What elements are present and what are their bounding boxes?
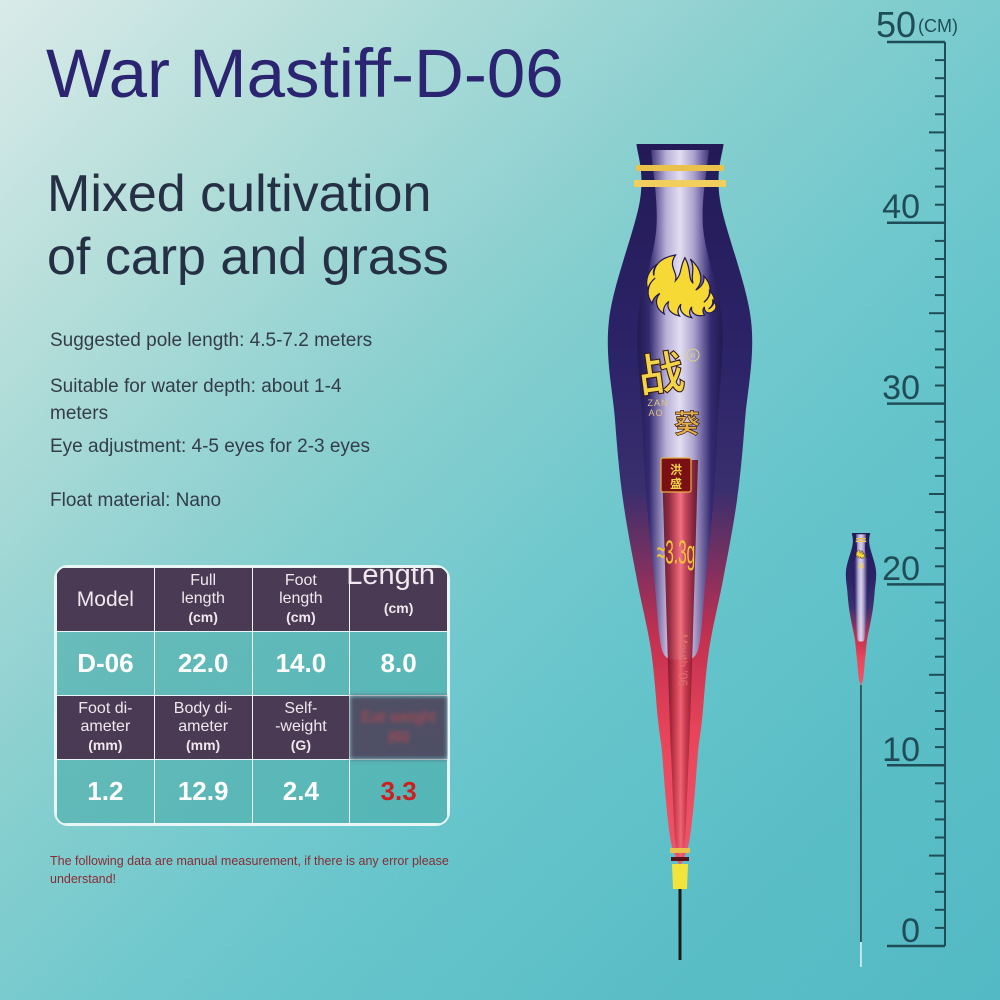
svg-text:(CM): (CM): [918, 16, 958, 36]
svg-text:R: R: [690, 353, 695, 360]
svg-text:葵: 葵: [674, 404, 700, 441]
svg-text:战: 战: [858, 562, 864, 570]
svg-text:30: 30: [882, 369, 920, 407]
svg-text:洪: 洪: [670, 461, 682, 478]
svg-text:50: 50: [876, 4, 916, 45]
svg-text:40: 40: [882, 188, 920, 226]
svg-text:ZAN: ZAN: [648, 398, 669, 408]
svg-text:20: 20: [882, 550, 920, 588]
svg-text:0: 0: [901, 912, 920, 950]
svg-text:10: 10: [882, 731, 920, 769]
svg-text:Mouth '06: Mouth '06: [676, 634, 690, 687]
svg-text:盛: 盛: [670, 475, 682, 492]
svg-text:AO: AO: [648, 408, 663, 418]
svg-text:战: 战: [633, 335, 688, 407]
svg-text:≈3.3g: ≈3.3g: [657, 535, 695, 571]
